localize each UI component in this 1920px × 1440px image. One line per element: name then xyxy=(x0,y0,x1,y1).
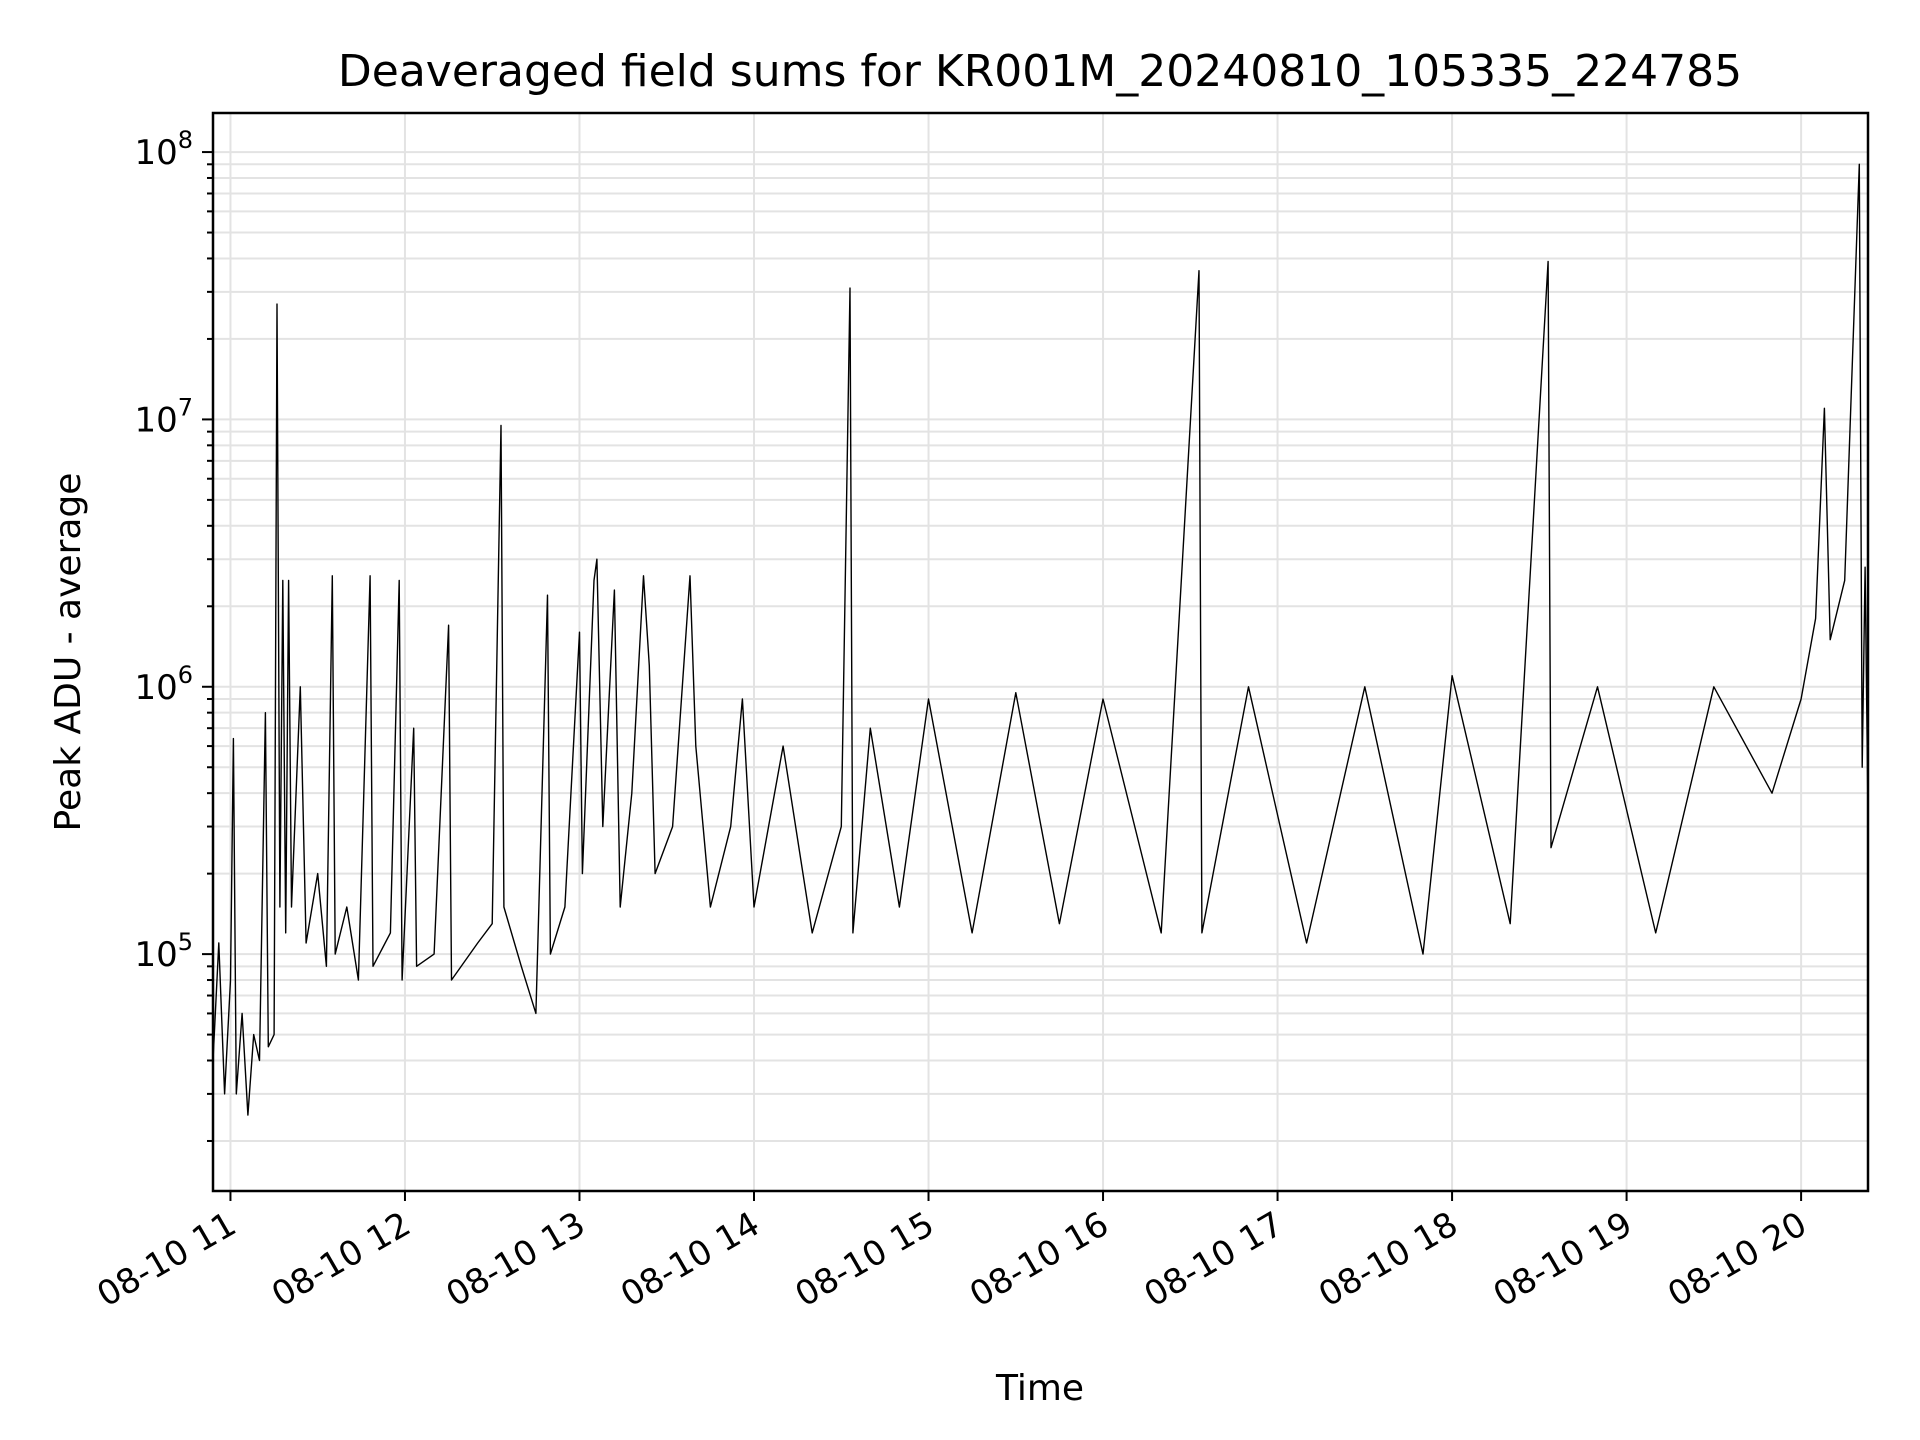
y-axis-label: Peak ADU - average xyxy=(48,473,89,832)
chart-title: Deaveraged field sums for KR001M_2024081… xyxy=(338,46,1742,97)
plot-frame xyxy=(211,111,1870,1193)
x-axis-label: Time xyxy=(995,1368,1084,1409)
y-axis: 105 106 107 108 xyxy=(134,126,213,1142)
y-tick-label: 106 xyxy=(134,661,193,708)
y-tick-label: 105 xyxy=(134,928,193,975)
series-line xyxy=(212,163,1869,1116)
series-layer xyxy=(212,163,1869,1116)
y-tick-label: 108 xyxy=(134,126,193,173)
y-tick-label: 107 xyxy=(134,393,193,440)
